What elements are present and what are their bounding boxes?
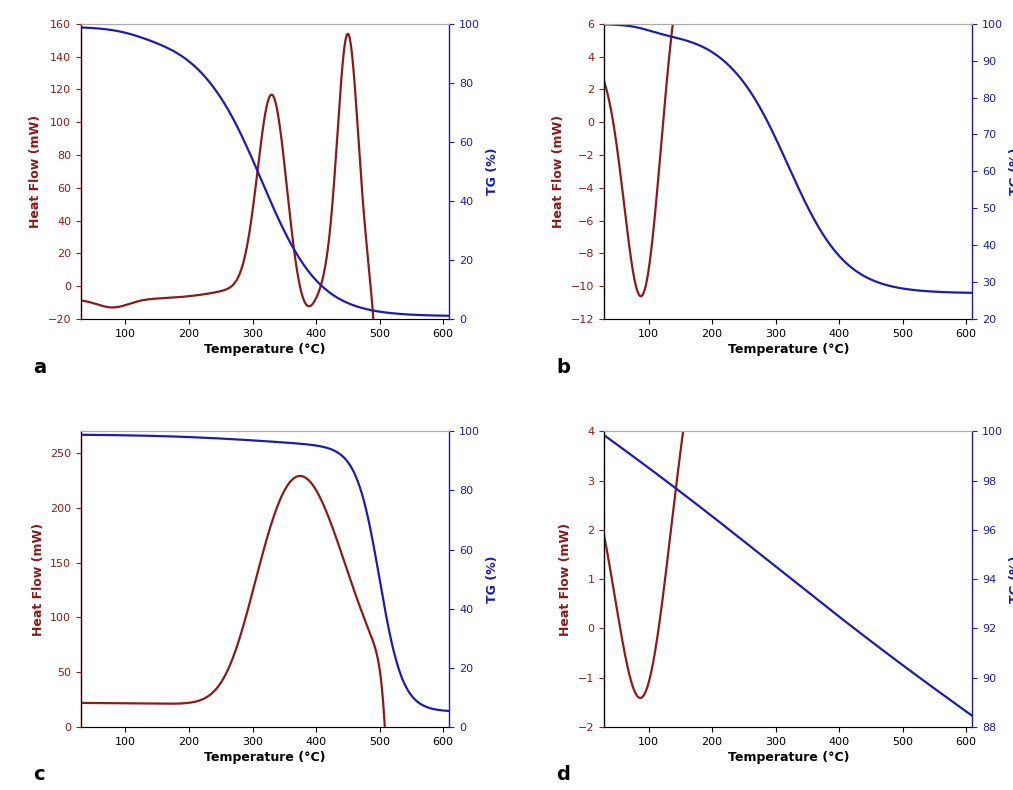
X-axis label: Temperature (°C): Temperature (°C) bbox=[727, 750, 849, 764]
Y-axis label: Heat Flow (mW): Heat Flow (mW) bbox=[559, 522, 572, 636]
Y-axis label: TG (%): TG (%) bbox=[485, 148, 498, 195]
Y-axis label: TG (%): TG (%) bbox=[1009, 555, 1013, 603]
Text: c: c bbox=[33, 766, 45, 784]
X-axis label: Temperature (°C): Temperature (°C) bbox=[727, 343, 849, 356]
X-axis label: Temperature (°C): Temperature (°C) bbox=[205, 343, 326, 356]
Text: b: b bbox=[556, 358, 570, 377]
Text: d: d bbox=[556, 766, 570, 784]
Y-axis label: TG (%): TG (%) bbox=[1009, 148, 1013, 195]
X-axis label: Temperature (°C): Temperature (°C) bbox=[205, 750, 326, 764]
Y-axis label: Heat Flow (mW): Heat Flow (mW) bbox=[552, 115, 565, 228]
Y-axis label: Heat Flow (mW): Heat Flow (mW) bbox=[29, 115, 43, 228]
Text: a: a bbox=[33, 358, 47, 377]
Y-axis label: TG (%): TG (%) bbox=[485, 555, 498, 603]
Y-axis label: Heat Flow (mW): Heat Flow (mW) bbox=[31, 522, 45, 636]
